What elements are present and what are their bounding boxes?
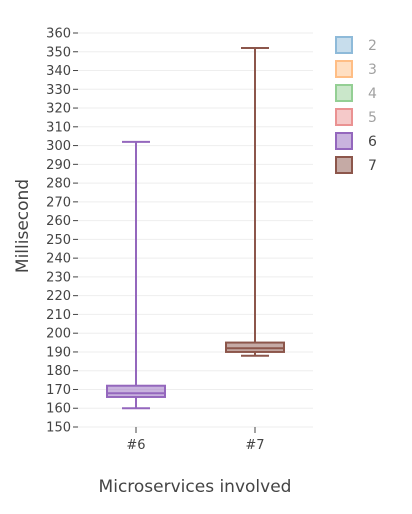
y-tick-label: 180 [46,364,71,379]
y-tick-label: 160 [46,402,71,417]
y-tick-label: 320 [46,102,71,117]
y-tick-label: 300 [46,139,71,154]
y-tick-label: 340 [46,64,71,79]
y-tick-label: 230 [46,270,71,285]
legend-label: 3 [368,62,377,78]
x-axis-ticks: #6 #7 [126,427,265,453]
y-tick-label: 150 [46,421,71,436]
legend-swatch [335,84,353,102]
legend-swatch [335,156,353,174]
legend-item-5[interactable]: 5 [335,108,377,126]
legend-swatch [335,60,353,78]
grid-lines [78,32,313,428]
y-tick-label: 200 [46,327,71,342]
y-tick-label: 210 [46,308,71,323]
y-tick-label: 290 [46,158,71,173]
legend-item-7[interactable]: 7 [335,156,377,174]
x-tick-label: #7 [245,438,264,453]
x-tick-label: #6 [126,438,145,453]
legend-item-6[interactable]: 6 [335,132,377,150]
y-axis-title: Millisecond [13,179,33,273]
iqr-box [106,384,166,398]
legend[interactable]: 2 3 4 5 6 7 [335,36,377,174]
y-axis-ticks: 150 160 170 180 190 200 210 220 230 240 250 260 270 2… [46,27,78,436]
y-tick-label: 190 [46,345,71,360]
y-tick-label: 260 [46,214,71,229]
legend-label: 4 [368,86,377,102]
legend-swatch [335,132,353,150]
legend-label: 6 [368,134,377,150]
box-series-7[interactable] [225,47,285,357]
y-tick-label: 250 [46,233,71,248]
y-tick-label: 330 [46,83,71,98]
legend-item-2[interactable]: 2 [335,36,377,54]
y-tick-label: 280 [46,177,71,192]
legend-swatch [335,108,353,126]
y-tick-label: 240 [46,252,71,267]
legend-label: 5 [368,110,377,126]
legend-item-3[interactable]: 3 [335,60,377,78]
y-tick-label: 170 [46,383,71,398]
legend-label: 2 [368,38,377,54]
y-tick-label: 270 [46,195,71,210]
legend-label: 7 [368,158,377,174]
x-axis-title: Microservices involved [99,477,292,497]
y-tick-label: 310 [46,120,71,135]
y-tick-label: 360 [46,27,71,42]
y-tick-label: 350 [46,45,71,60]
box-series [106,47,285,410]
legend-item-4[interactable]: 4 [335,84,377,102]
legend-swatch [335,36,353,54]
y-tick-label: 220 [46,289,71,304]
box-series-6[interactable] [106,140,166,410]
